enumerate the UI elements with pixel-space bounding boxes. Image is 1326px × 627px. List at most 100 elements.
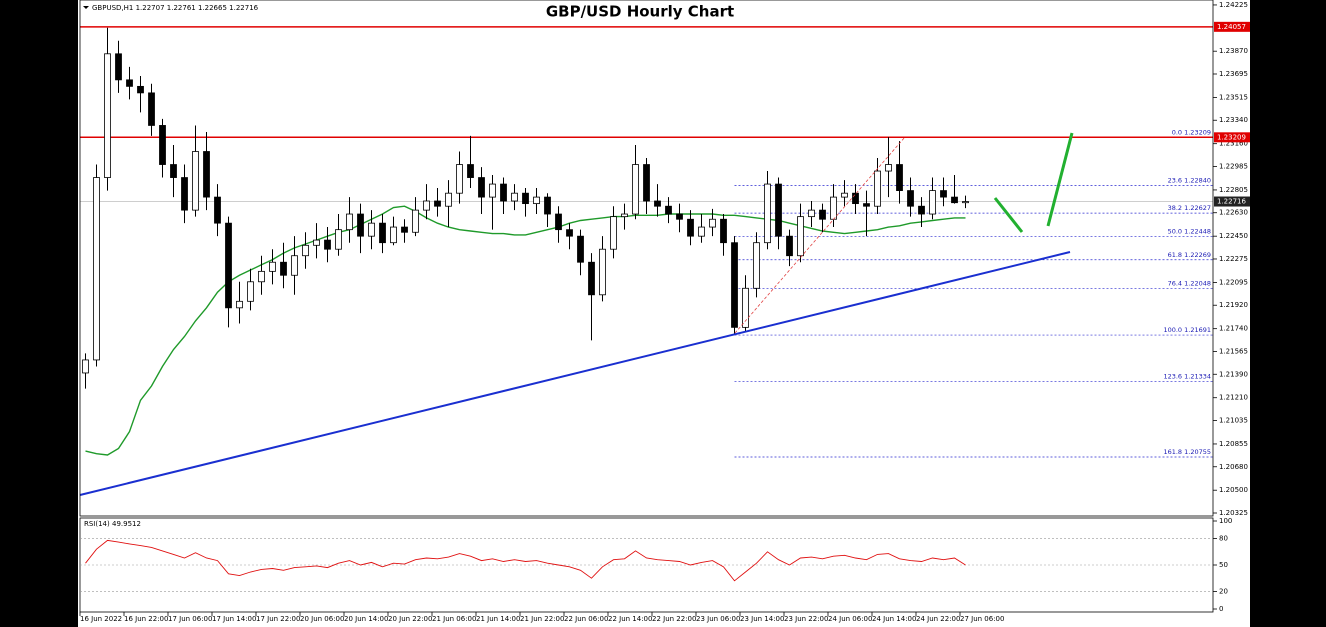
candle-body: [643, 164, 650, 202]
candle-body: [709, 218, 716, 228]
x-tick-label: 22 Jun 06:00: [564, 615, 608, 623]
candle-body: [687, 218, 694, 237]
level-label-bg: [1214, 21, 1250, 32]
y-tick-label: 1.21565: [1219, 347, 1248, 355]
candle-body: [841, 192, 848, 198]
fib-label: 100.0 1.21691: [1163, 326, 1211, 334]
candle-body: [324, 239, 331, 250]
x-tick-label: 17 Jun 06:00: [168, 615, 212, 623]
y-tick-label: 1.21920: [1219, 301, 1248, 309]
rsi-name: RSI(14): [84, 520, 110, 528]
y-tick-label: 1.21035: [1219, 417, 1248, 425]
candle-body: [533, 196, 540, 205]
x-tick-label: 21 Jun 06:00: [432, 615, 476, 623]
y-tick-label: 1.22985: [1219, 162, 1248, 170]
candle-body: [357, 213, 364, 237]
chart-background: [78, 0, 1250, 627]
rsi-tick-label: 100: [1219, 517, 1232, 525]
y-tick-label: 1.23870: [1219, 47, 1248, 55]
candle-body: [786, 235, 793, 257]
candle-body: [522, 192, 529, 205]
candle-body: [115, 53, 122, 81]
candle-body: [731, 242, 738, 328]
y-tick-label: 1.20855: [1219, 440, 1248, 448]
fib-label: 161.8 1.20755: [1163, 448, 1211, 456]
rsi-tick-label: 20: [1219, 587, 1228, 595]
x-tick-label: 20 Jun 06:00: [300, 615, 344, 623]
candle-body: [225, 222, 232, 309]
price-panel: [80, 26, 1213, 458]
y-tick-label: 1.22630: [1219, 209, 1248, 217]
candle-body: [863, 203, 870, 207]
candle-body: [929, 190, 936, 215]
candle-body: [665, 205, 672, 215]
candle-body: [423, 200, 430, 211]
candle-body: [907, 190, 914, 207]
candle-body: [346, 213, 353, 231]
candle-body: [599, 248, 606, 296]
y-tick-label: 1.23160: [1219, 140, 1248, 148]
candle-body: [192, 151, 199, 211]
candle-body: [181, 177, 188, 211]
x-tick-label: 21 Jun 22:00: [520, 615, 564, 623]
candle-body: [269, 261, 276, 272]
candle-body: [302, 244, 309, 257]
candle-body: [434, 200, 441, 207]
candle-body: [962, 201, 969, 204]
symbol: GBPUSD,H1: [92, 4, 133, 12]
candle-body: [368, 222, 375, 237]
rsi-value: 49.9512: [112, 520, 141, 528]
candle-body: [676, 213, 683, 220]
x-tick-label: 23 Jun 06:00: [696, 615, 740, 623]
trendline: [79, 251, 1071, 496]
candle-body: [478, 177, 485, 198]
candle-body: [819, 209, 826, 220]
x-tick-label: 20 Jun 22:00: [388, 615, 432, 623]
fib-label: 61.8 1.22269: [1168, 251, 1211, 259]
x-tick-label: 23 Jun 22:00: [784, 615, 828, 623]
candle-body: [621, 213, 628, 218]
y-tick-label: 1.22450: [1219, 232, 1248, 240]
y-tick-label: 1.21740: [1219, 325, 1248, 333]
candle-body: [489, 183, 496, 198]
candle-body: [236, 300, 243, 309]
candle-body: [126, 79, 133, 87]
arrow-down: [993, 197, 1024, 233]
rsi-tick-label: 0: [1219, 605, 1223, 613]
x-tick-label: 16 Jun 22:00: [124, 615, 168, 623]
candle-body: [203, 151, 210, 198]
y-tick-label: 1.20325: [1219, 509, 1248, 517]
x-tick-label: 20 Jun 14:00: [344, 615, 388, 623]
candle-body: [258, 270, 265, 283]
fib-label: 123.6 1.21334: [1163, 373, 1211, 381]
y-tick-label: 1.20680: [1219, 463, 1248, 471]
candle-body: [412, 209, 419, 233]
candle-body: [555, 213, 562, 231]
candle-body: [247, 281, 254, 302]
level-label: 1.24057: [1217, 23, 1246, 31]
moving-average: [85, 205, 966, 456]
fib-anchor-line: [734, 136, 906, 334]
candle-body: [764, 183, 771, 244]
candle-body: [104, 53, 111, 178]
y-tick-label: 1.20500: [1219, 486, 1248, 494]
price-frame: [79, 0, 1214, 517]
y-tick-label: 1.23340: [1219, 116, 1248, 124]
close: 1.22716: [229, 4, 258, 12]
low: 1.22665: [198, 4, 227, 12]
candle-body: [654, 200, 661, 207]
candle-body: [753, 242, 760, 289]
candle-body: [159, 125, 166, 165]
y-tick-label: 1.21390: [1219, 370, 1248, 378]
high: 1.22761: [167, 4, 196, 12]
candle-body: [632, 164, 639, 215]
candle-body: [588, 261, 595, 296]
x-tick-label: 27 Jun 06:00: [960, 615, 1004, 623]
y-tick-label: 1.23515: [1219, 93, 1248, 101]
symbol-header: GBPUSD,H1 1.22707 1.22761 1.22665 1.2271…: [92, 4, 259, 12]
candle-body: [280, 261, 287, 276]
candle-body: [445, 192, 452, 207]
x-tick-label: 21 Jun 14:00: [476, 615, 520, 623]
candle-body: [698, 226, 705, 237]
x-tick-label: 22 Jun 14:00: [608, 615, 652, 623]
